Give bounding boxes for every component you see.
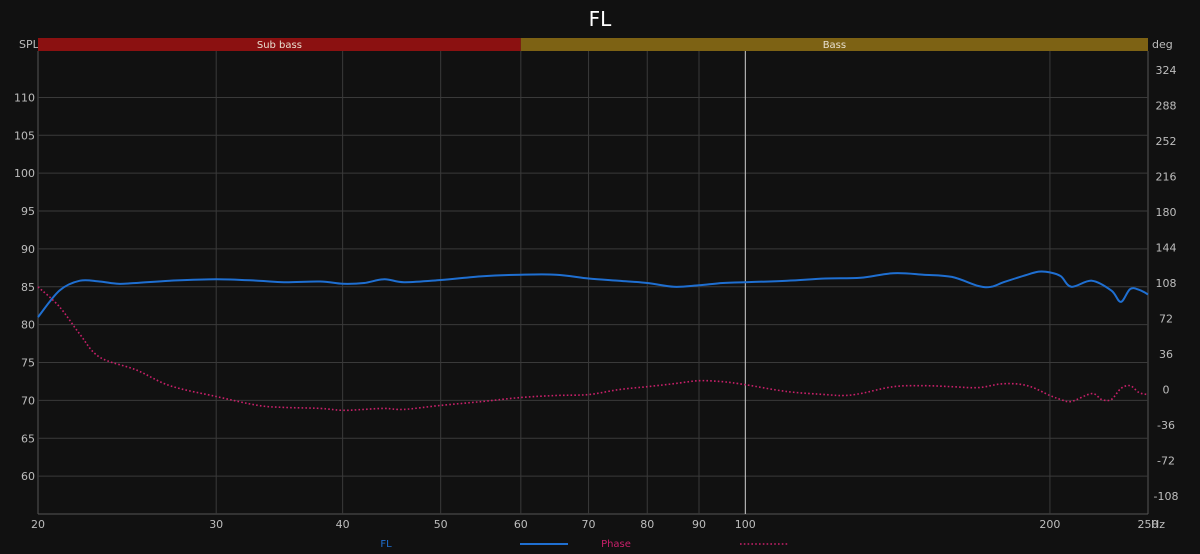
series-line-phase — [37, 286, 1149, 412]
y-left-tick-85: 85 — [21, 281, 35, 294]
y-right-tick--72: -72 — [1157, 455, 1175, 468]
x-tick-250: 250 — [1138, 518, 1159, 531]
grid — [37, 51, 1149, 515]
x-tick-50: 50 — [434, 518, 448, 531]
y-left-tick-75: 75 — [21, 357, 35, 370]
legend: FL Phase — [380, 539, 788, 550]
y-right-tick-108: 108 — [1156, 277, 1177, 290]
y-right-tick-144: 144 — [1156, 241, 1177, 254]
y-left-tick-95: 95 — [21, 205, 35, 218]
y-left-tick-100: 100 — [14, 167, 35, 180]
y-left-tick-65: 65 — [21, 432, 35, 445]
y-right-tick--108: -108 — [1154, 490, 1179, 503]
y-right-tick-0: 0 — [1163, 384, 1170, 397]
y-left-tick-70: 70 — [21, 394, 35, 407]
x-tick-200: 200 — [1039, 518, 1060, 531]
x-tick-70: 70 — [582, 518, 596, 531]
y-right-axis-label: deg — [1152, 38, 1173, 51]
axis-ticks: 60 65 70 75 80 85 90 95 100 105 110 -108 -72 -36 0 36 72… — [14, 64, 1178, 531]
y-right-tick--36: -36 — [1157, 419, 1175, 432]
y-left-tick-90: 90 — [21, 243, 35, 256]
y-right-tick-216: 216 — [1156, 170, 1177, 183]
y-right-tick-72: 72 — [1159, 313, 1173, 326]
series — [37, 270, 1149, 412]
y-left-tick-110: 110 — [14, 91, 35, 104]
x-tick-40: 40 — [336, 518, 350, 531]
x-tick-60: 60 — [514, 518, 528, 531]
y-right-tick-36: 36 — [1159, 348, 1173, 361]
band-1 — [520, 38, 1148, 51]
x-tick-80: 80 — [640, 518, 654, 531]
x-tick-20: 20 — [31, 518, 45, 531]
frequency-bands: Sub bass Bass — [38, 38, 1148, 51]
y-left-tick-80: 80 — [21, 319, 35, 332]
x-tick-100: 100 — [735, 518, 756, 531]
x-tick-90: 90 — [692, 518, 706, 531]
band-0 — [38, 38, 521, 51]
legend-label-1: Phase — [601, 539, 631, 550]
y-right-tick-324: 324 — [1156, 64, 1177, 77]
legend-label-0: FL — [380, 539, 392, 550]
y-left-axis-label: SPL — [19, 38, 40, 51]
x-tick-30: 30 — [209, 518, 223, 531]
y-right-tick-252: 252 — [1156, 135, 1177, 148]
y-left-tick-105: 105 — [14, 129, 35, 142]
y-right-tick-288: 288 — [1156, 99, 1177, 112]
x-axis-unit: Hz — [1151, 518, 1165, 531]
chart-title: FL — [589, 7, 613, 31]
y-left-tick-60: 60 — [21, 470, 35, 483]
y-right-tick-180: 180 — [1156, 206, 1177, 219]
band-label-0: Sub bass — [257, 40, 302, 51]
band-label-1: Bass — [823, 40, 846, 51]
series-line-fl — [37, 270, 1149, 318]
